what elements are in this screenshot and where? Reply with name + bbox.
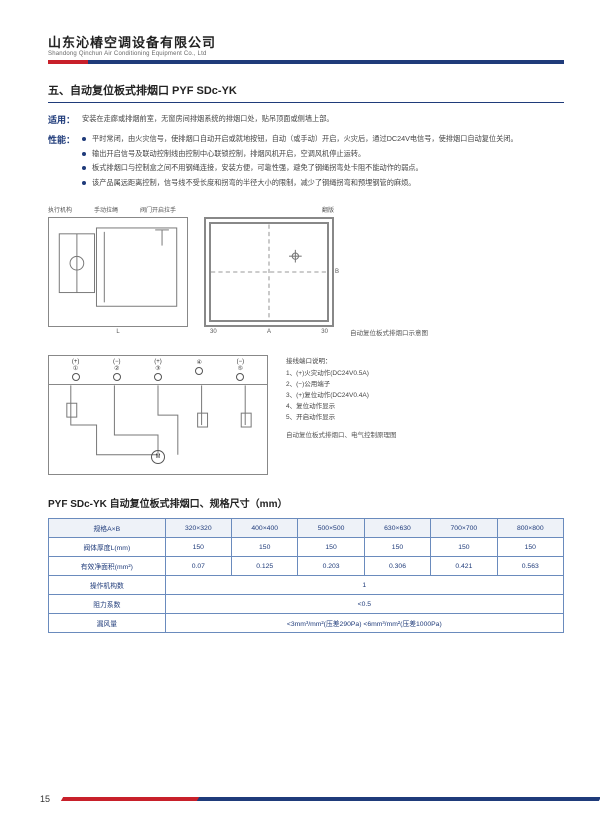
legend-item: 3、(+)复位动作(DC24V0.4A) — [286, 389, 397, 399]
applies-row: 适用： 安装在走廊或排烟前室，无窗房间排烟系统的排烟口处，贴吊顶面或侧墙上部。 — [48, 113, 564, 127]
diagram-row: 执行机构 手动拉绳 阀门开启拉手 L — [48, 205, 564, 337]
mechanism-diagram — [48, 217, 188, 327]
spec-table: 规格A×B 320×320 400×400 500×500 630×630 70… — [48, 518, 564, 633]
wiring-caption: 自动复位板式排烟口、电气控制原理图 — [286, 429, 397, 439]
pull-label: 手动拉绳 — [94, 205, 118, 214]
page-header: 山东沁椿空调设备有限公司 Shandong Qinchun Air Condit… — [48, 32, 564, 64]
legend-item: 4、复位动作显示 — [286, 400, 397, 410]
applies-text: 安装在走廊或排烟前室，无窗房间排烟系统的排烟口处，贴吊顶面或侧墙上部。 — [82, 113, 564, 127]
company-name-en: Shandong Qinchun Air Conditioning Equipm… — [48, 51, 564, 57]
header-rule — [48, 60, 564, 64]
dim-L: L — [116, 329, 119, 335]
company-name-cn: 山东沁椿空调设备有限公司 — [48, 32, 564, 51]
wiring-legend: 接线端口说明： 1、(+)火灾动作(DC24V0.5A) 2、(−)公用端子 3… — [286, 355, 397, 439]
terminal: (+)③ — [154, 359, 162, 381]
terminal: (−)② — [113, 359, 121, 381]
page-number: 15 — [40, 794, 50, 804]
terminal: (+)① — [72, 359, 80, 381]
table-row: 阻力系数 <0.5 — [49, 595, 564, 614]
performance-list: 平时常闭，由火灾信号，使排烟口自动开启或就地按钮，自动（或手动）开启，火灾后，通… — [82, 133, 564, 191]
performance-item: 输出开启信号及联动控制线由控制中心联锁控制，排烟风机开启，空调风机停止运转。 — [82, 148, 564, 160]
th: 规格A×B — [49, 519, 166, 538]
dim-B: B — [335, 269, 339, 275]
damper-diagram: B — [204, 217, 334, 327]
performance-label: 性能： — [48, 133, 82, 191]
dim-30b: 30 — [321, 329, 328, 335]
performance-row: 性能： 平时常闭，由火灾信号，使排烟口自动开启或就地按钮，自动（或手动）开启，火… — [48, 133, 564, 191]
wiring-section: (+)① (−)② (+)③ ④ (−)⑤ M 接线端口说明： 1、(+)火 — [48, 355, 564, 475]
handle-label: 阀门开启拉手 — [140, 205, 176, 214]
legend-item: 5、开启动作显示 — [286, 411, 397, 421]
wiring-diagram: (+)① (−)② (+)③ ④ (−)⑤ M — [48, 355, 268, 475]
th: 630×630 — [364, 519, 430, 538]
table-title: PYF SDc-YK 自动复位板式排烟口、规格尺寸（mm） — [48, 495, 564, 510]
th: 500×500 — [298, 519, 364, 538]
diagram-left: 执行机构 手动拉绳 阀门开启拉手 L — [48, 205, 188, 337]
table-row: 有效净面积(mm²) 0.07 0.125 0.203 0.306 0.421 … — [49, 557, 564, 576]
terminal: (−)⑤ — [236, 359, 244, 381]
motor-symbol: M — [151, 450, 165, 464]
dim-A: A — [267, 329, 271, 335]
th: 320×320 — [165, 519, 231, 538]
table-row: 操作机构数 1 — [49, 576, 564, 595]
performance-item: 平时常闭，由火灾信号，使排烟口自动开启或就地按钮，自动（或手动）开启，火灾后，通… — [82, 133, 564, 145]
applies-label: 适用： — [48, 113, 82, 127]
table-header-row: 规格A×B 320×320 400×400 500×500 630×630 70… — [49, 519, 564, 538]
page-footer: 15 — [0, 794, 600, 804]
th: 400×400 — [232, 519, 298, 538]
flap-label: 翻版 — [322, 205, 334, 214]
dim-30a: 30 — [210, 329, 217, 335]
diagram-right: 翻版 B 30 A 30 — [204, 205, 334, 337]
table-row: 阀体厚度L(mm) 150 150 150 150 150 150 — [49, 538, 564, 557]
actuator-label: 执行机构 — [48, 205, 72, 214]
legend-item: 1、(+)火灾动作(DC24V0.5A) — [286, 367, 397, 377]
th: 700×700 — [431, 519, 497, 538]
section-title: 五、自动复位板式排烟口 PYF SDc-YK — [48, 82, 564, 103]
performance-item: 板式排烟口与控制盒之间不用钢绳连接，安装方便，可靠性强，避免了钢绳拐弯处卡阻不能… — [82, 162, 564, 174]
terminal: ④ — [195, 359, 203, 381]
legend-item: 2、(−)公用端子 — [286, 378, 397, 388]
th: 800×800 — [497, 519, 563, 538]
diagram-caption: 自动复位板式排烟口示意图 — [350, 327, 428, 337]
performance-item: 该产品属远距离控制，信号线不受长度和拐弯的半径大小的限制，减少了钢绳拐弯和预埋钢… — [82, 177, 564, 189]
table-row: 漏风量 <3mm³/mm²(压差290Pa) <6mm³/mm²(压差1000P… — [49, 614, 564, 633]
legend-title: 接线端口说明： — [286, 355, 397, 365]
